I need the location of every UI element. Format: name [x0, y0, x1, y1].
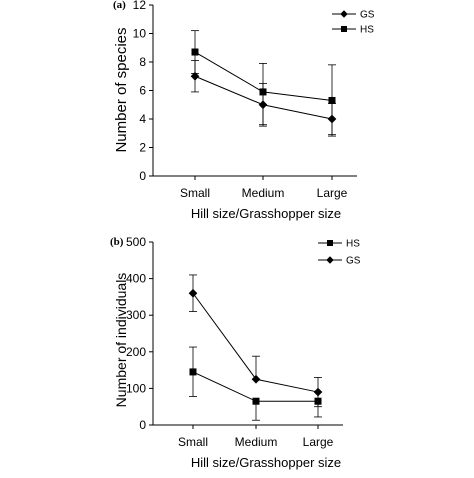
x-tick-label: Large — [317, 186, 348, 200]
data-point-marker — [190, 71, 200, 81]
y-tick-label: 12 — [133, 0, 147, 12]
y-tick-label: 100 — [126, 381, 146, 395]
series-hs — [189, 346, 322, 421]
x-tick-label: Small — [180, 186, 210, 200]
y-tick-label: 400 — [126, 272, 146, 286]
y-tick-label: 0 — [139, 169, 146, 183]
legend: HS GS — [318, 239, 361, 267]
series-gs — [190, 60, 337, 136]
data-point-marker — [189, 368, 197, 376]
chart-panel-a: 0 2 4 6 8 10 12 Small Medium Large Hill size/Grass… — [113, 0, 375, 221]
legend-marker — [327, 240, 333, 246]
series-hs — [191, 30, 336, 137]
y-tick-label: 10 — [133, 27, 147, 41]
legend-marker — [341, 26, 347, 32]
x-axis-title: Hill size/Grasshopper size — [191, 455, 341, 470]
legend-label: GS — [346, 256, 361, 267]
y-axis-title: Number of individuals — [113, 273, 129, 408]
data-point-marker — [188, 288, 198, 298]
series-gs — [188, 274, 323, 408]
legend-label: GS — [360, 10, 375, 21]
legend-marker — [340, 10, 348, 18]
y-tick-label: 4 — [139, 112, 146, 126]
chart-panel-b: 0 100 200 300 400 500 Small Medium Large Hill siz… — [110, 235, 361, 470]
data-point-marker — [191, 48, 199, 56]
y-tick-label: 200 — [126, 345, 146, 359]
legend-marker — [326, 256, 334, 264]
legend-label: HS — [346, 239, 360, 250]
legend: GS HS — [332, 10, 375, 36]
x-tick-label: Small — [178, 435, 208, 449]
y-tick-label: 8 — [139, 55, 146, 69]
data-point-marker — [251, 374, 261, 384]
panel-label: (b) — [110, 236, 124, 248]
panel-label: (a) — [113, 0, 126, 11]
x-tick-label: Medium — [235, 435, 278, 449]
y-tick-label: 2 — [139, 141, 146, 155]
legend-label: HS — [360, 25, 374, 36]
data-point-marker — [259, 88, 267, 96]
x-tick-label: Medium — [242, 186, 285, 200]
y-axis-title: Number of species — [113, 27, 130, 152]
y-tick-label: 0 — [139, 418, 146, 432]
data-point-marker — [252, 397, 260, 405]
x-tick-label: Large — [303, 435, 334, 449]
data-point-marker — [313, 387, 323, 397]
x-axis-title: Hill size/Grasshopper size — [191, 206, 341, 221]
y-tick-label: 500 — [126, 235, 146, 249]
y-tick-label: 300 — [126, 308, 146, 322]
data-point-marker — [328, 96, 336, 104]
y-tick-label: 6 — [139, 84, 146, 98]
